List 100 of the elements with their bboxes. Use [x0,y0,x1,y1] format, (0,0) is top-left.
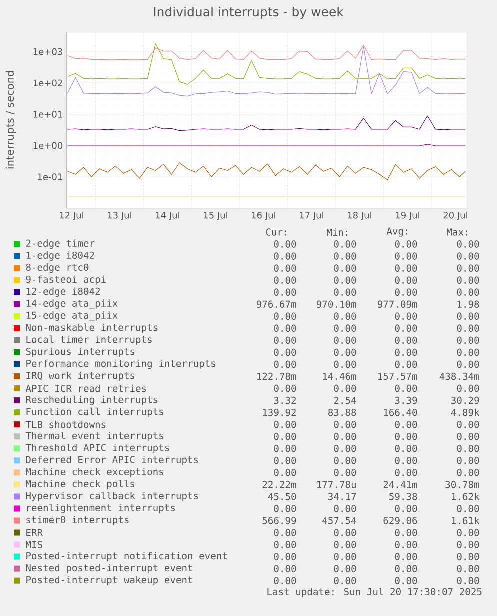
text: 0.00 [274,420,296,428]
text: 0.00 [457,312,480,320]
legend-label: Posted-interrupt notification event [26,552,228,562]
text: 0.00 [457,360,480,368]
legend-label: Thermal event interrupts [26,432,164,442]
text: 0.00 [457,432,480,440]
text: 0.00 [395,312,418,320]
text: 0.00 [274,553,296,560]
y-tick-label: 1e+00 [34,142,63,150]
text: 0.00 [334,420,356,428]
text: 0.00 [274,541,296,548]
text: 0.00 [274,288,296,296]
text: 0.00 [457,348,480,356]
legend-label: TLB shootdowns [26,420,106,428]
text: 0.00 [457,469,480,476]
text: 0.00 [334,252,356,260]
text: 0.00 [334,469,356,476]
text: 0.00 [274,312,296,320]
legend-label: Deferred Error APIC interrupts [26,456,198,466]
text: 0.00 [457,276,480,284]
legend-label: 1-edge i8042 [26,252,94,261]
legend-label: 9-fasteoi acpi [26,276,106,285]
text: 0.00 [395,445,418,452]
x-tick-label: 16 Jul [252,212,276,220]
legend-label: Function call interrupts [26,408,164,418]
text: 0.00 [457,264,480,272]
line-series [67,46,466,97]
text: 0.00 [334,384,356,392]
text: 0.00 [274,360,296,368]
legend-label: Rescheduling interrupts [26,396,158,406]
text: 0.00 [457,577,480,584]
text: 0.00 [457,324,480,332]
text: 30.78m [446,481,480,488]
text: 0.00 [334,348,356,356]
text: 166.40 [384,408,418,416]
text: 1.98 [458,300,480,308]
text: 83.88 [328,408,356,416]
text: 0.00 [457,553,480,560]
text: 0.00 [457,529,480,536]
text: 0.00 [334,457,356,464]
text: 0.00 [274,469,296,476]
text: 0.00 [395,240,418,248]
text: 566.99 [262,517,296,524]
text: 0.00 [274,276,296,284]
legend-label: APIC ICR read retries [26,384,146,392]
text: 0.00 [457,541,480,548]
text: 3.32 [274,396,296,404]
legend-label: Machine check polls [26,480,135,490]
text: 0.00 [274,445,296,452]
x-tick-label: 14 Jul [156,212,180,220]
legend-label: 12-edge i8042 [26,288,100,298]
text: 0.00 [395,420,418,428]
text: 0.00 [274,324,296,332]
text: 0.00 [274,336,296,344]
text: 0.00 [334,312,356,320]
legend-label: reenlightenment interrupts [27,504,176,514]
text: 970.10m [316,300,356,308]
y-tick-label: 1e+03 [34,48,62,56]
text: 0.00 [395,336,418,344]
text: 0.00 [334,565,356,572]
text: 0.00 [395,324,418,332]
legend-label: stimer0 interrupts [26,516,129,526]
legend-label: 8-edge rtc0 [26,264,89,274]
text: 0.00 [334,553,356,560]
x-tick-label: 19 Jul [396,212,420,220]
text: 976.67m [256,300,296,308]
text: 0.00 [334,445,356,452]
text: 0.00 [457,336,480,344]
text: 122.78m [258,372,296,380]
chart-title: Individual interrupts - by week [154,6,344,20]
text: 0.00 [457,420,480,428]
text: 45.50 [268,493,296,500]
text: 0.00 [395,432,418,440]
text: 0.00 [334,264,356,272]
text: 0.00 [457,384,480,392]
text: 0.00 [274,348,296,356]
text: 0.00 [457,445,480,452]
legend-label: Hypervisor callback interrupts [26,492,198,502]
text: 30.29 [452,396,480,404]
text: 0.00 [395,529,418,536]
text: 0.00 [457,288,480,296]
text: 0.00 [457,252,480,260]
text: 0.00 [274,529,296,536]
text: 0.00 [274,432,296,440]
text: 977.09m [378,300,418,308]
x-tick-label: 13 Jul [108,212,132,220]
text: 438.34m [440,372,480,380]
text: 177.78u [318,481,356,488]
text: 0.00 [334,432,356,440]
x-tick-label: 17 Jul [300,212,324,220]
legend-label: Non-maskable interrupts [26,324,158,334]
legend-label: ERR [26,529,44,536]
text: 0.00 [334,336,356,344]
text: 0.00 [274,384,296,392]
legend-label: Posted-interrupt wakeup event [26,576,192,586]
text: 0.00 [395,384,418,392]
text: Max: [447,228,468,236]
x-tick-label: 18 Jul [348,212,372,220]
text: 0.00 [395,577,418,584]
text: Avg: [386,228,408,237]
